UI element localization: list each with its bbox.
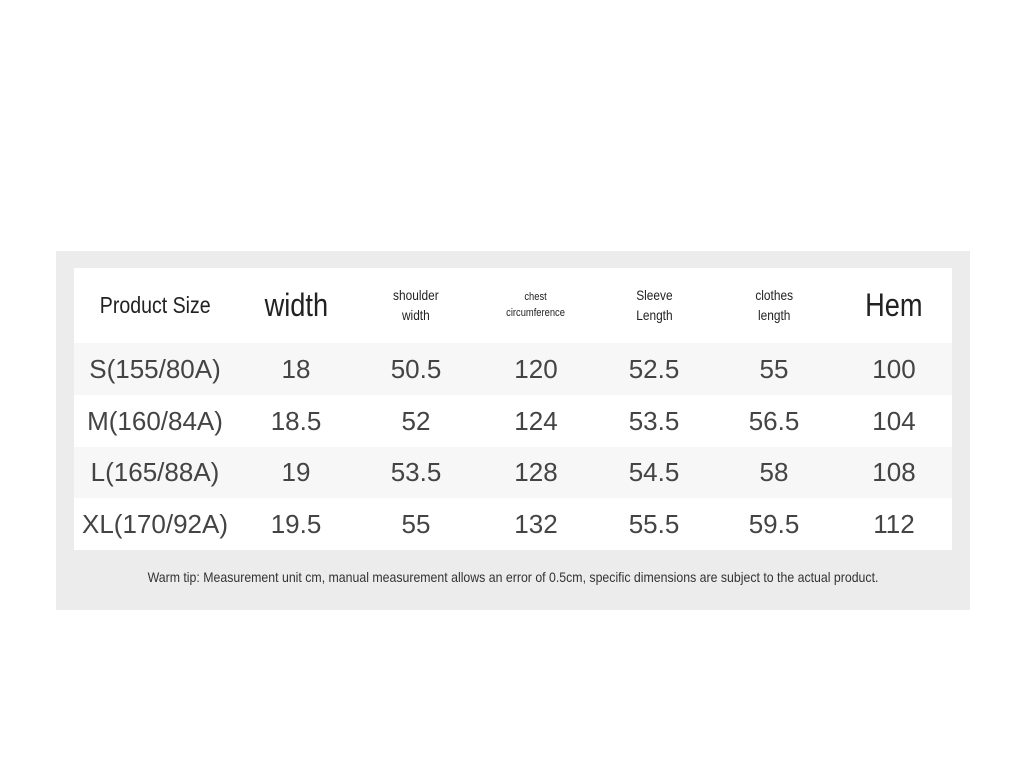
data-cell: 128 — [514, 457, 558, 487]
data-cell: 55 — [401, 508, 431, 539]
footer-note: Warm tip: Measurement unit cm, manual me… — [147, 569, 879, 585]
header-cell: width — [236, 268, 356, 343]
header-cell: chest circumference — [476, 268, 596, 343]
header-cell: Hem — [834, 268, 954, 343]
data-cell: 55.5 — [628, 508, 680, 539]
data-cell: 19.5 — [270, 508, 322, 539]
data-cell: 50.5 — [390, 353, 442, 384]
data-cell: 18.5 — [270, 405, 322, 436]
data-cell: 55 — [759, 353, 789, 384]
data-cell: 18 — [281, 353, 311, 384]
header-text: Product Size — [99, 292, 211, 319]
data-cell: M(160/84A) — [87, 405, 223, 436]
data-cell: 53.5 — [390, 457, 442, 487]
header-cell: Sleeve Length — [594, 268, 714, 343]
size-table: Product Size width shoulder width chest cir… — [74, 268, 952, 550]
data-cell: 54.5 — [628, 457, 680, 487]
data-cell: S(155/80A) — [89, 353, 221, 384]
data-cell: L(165/88A) — [90, 457, 220, 487]
size-chart: Product Size width shoulder width chest cir… — [56, 251, 970, 610]
data-cell: 108 — [872, 457, 916, 487]
data-cell: 124 — [514, 405, 558, 436]
data-row: XL(170/92A) 19.5 55 132 55.5 59.5 112 — [74, 498, 952, 550]
data-cell: 19 — [281, 457, 311, 487]
data-cell: 56.5 — [748, 405, 800, 436]
header-text: Hem — [865, 287, 923, 324]
header-text: shoulder width — [393, 286, 439, 323]
data-cell: 132 — [514, 508, 558, 539]
data-cell: 53.5 — [628, 405, 680, 436]
header-row: Product Size width shoulder width chest cir… — [74, 268, 952, 343]
data-cell: 59.5 — [748, 508, 800, 539]
header-text: Sleeve Length — [635, 286, 673, 323]
data-cell: 100 — [872, 353, 916, 384]
data-cell: 120 — [514, 353, 558, 384]
data-cell: XL(170/92A) — [82, 508, 228, 539]
header-cell: shoulder width — [356, 268, 476, 343]
header-text: chest circumference — [506, 291, 566, 319]
data-cell: 112 — [873, 508, 915, 539]
header-text: width — [264, 287, 328, 324]
header-text: clothes length — [755, 286, 793, 323]
data-cell: 52.5 — [628, 353, 680, 384]
header-cell: clothes length — [714, 268, 834, 343]
data-row: S(155/80A) 18 50.5 120 52.5 55 100 — [74, 343, 952, 395]
data-row: L(165/88A) 19 53.5 128 54.5 58 108 — [74, 447, 952, 498]
header-cell: Product Size — [75, 268, 235, 343]
data-cell: 52 — [401, 405, 431, 436]
data-row: M(160/84A) 18.5 52 124 53.5 56.5 104 — [74, 395, 952, 447]
data-cell: 104 — [872, 405, 916, 436]
data-cell: 58 — [759, 457, 789, 487]
